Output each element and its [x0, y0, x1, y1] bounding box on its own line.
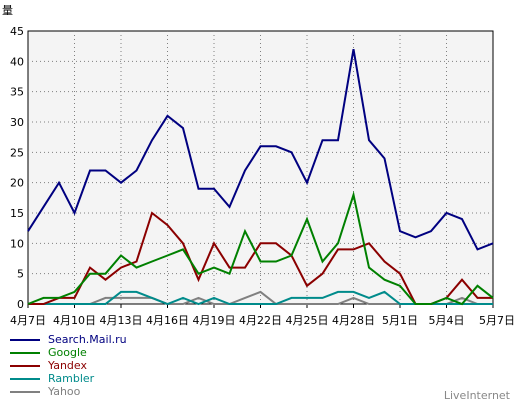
- y-tick-label: 40: [10, 55, 24, 68]
- x-tick-label: 4月7日: [10, 314, 46, 327]
- y-axis-ticks: 0 5 10 15 20 25 30 35 40 45: [10, 25, 24, 311]
- y-tick-label: 15: [10, 207, 24, 220]
- legend-swatch: [10, 351, 40, 354]
- x-tick-label: 4月13日: [100, 314, 143, 327]
- y-tick-label: 5: [17, 268, 24, 281]
- y-tick-label: 30: [10, 116, 24, 129]
- x-tick-label: 4月25日: [286, 314, 329, 327]
- y-tick-label: 45: [10, 25, 24, 38]
- series-line-google: [27, 190, 494, 306]
- y-axis-unit: 量: [2, 4, 13, 17]
- series-line-search-mail-ru: [27, 49, 494, 251]
- legend-item-google: Google: [10, 346, 127, 359]
- y-tick-label: 20: [10, 177, 24, 190]
- x-tick-label: 4月10日: [53, 314, 96, 327]
- legend-swatch: [10, 390, 40, 393]
- x-tick-label: 5月1日: [382, 314, 418, 327]
- brand-label: LiveInternet: [443, 389, 510, 402]
- x-axis-ticks: 4月7日 4月10日 4月13日 4月16日 4月19日 4月22日 4月25日 4月28日 5…: [10, 304, 515, 327]
- legend-swatch: [10, 364, 40, 367]
- series-lines: [27, 49, 494, 306]
- legend-item-rambler: Rambler: [10, 372, 127, 385]
- legend-item-search-mail-ru: Search.Mail.ru: [10, 333, 127, 346]
- legend-label: Yahoo: [48, 385, 81, 398]
- legend-item-yandex: Yandex: [10, 359, 127, 372]
- legend-swatch: [10, 377, 40, 380]
- legend-item-yahoo: Yahoo: [10, 385, 127, 398]
- y-tick-label: 10: [10, 237, 24, 250]
- y-tick-label: 25: [10, 146, 24, 159]
- legend-label: Google: [48, 346, 87, 359]
- x-tick-label: 4月16日: [146, 314, 189, 327]
- x-tick-label: 5月7日: [479, 314, 515, 327]
- x-tick-label: 5月4日: [429, 314, 465, 327]
- legend-label: Search.Mail.ru: [48, 333, 127, 346]
- x-tick-label: 4月19日: [193, 314, 236, 327]
- y-tick-label: 35: [10, 86, 24, 99]
- x-tick-label: 4月22日: [239, 314, 282, 327]
- grid-lines: [28, 31, 493, 304]
- legend-swatch: [10, 338, 40, 341]
- legend-label: Rambler: [48, 372, 95, 385]
- legend: Search.Mail.ru Google Yandex Rambler Yahoo: [10, 333, 127, 398]
- y-tick-label: 0: [17, 298, 24, 311]
- x-tick-label: 4月28日: [332, 314, 375, 327]
- legend-label: Yandex: [48, 359, 87, 372]
